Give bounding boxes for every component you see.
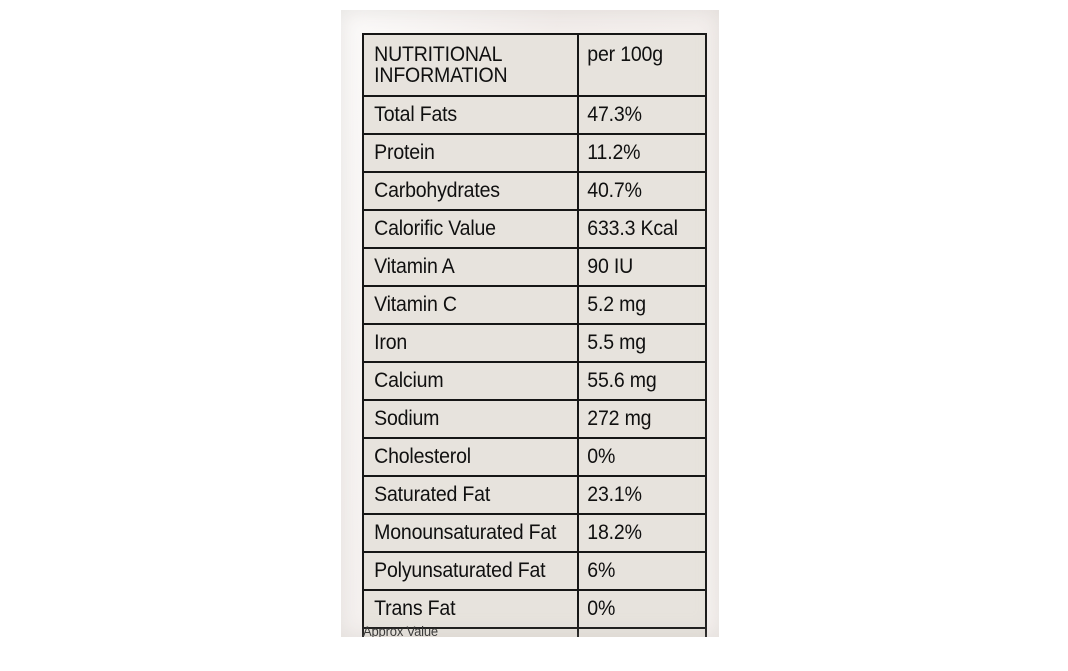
nutrient-name: Total Fats bbox=[362, 95, 564, 135]
nutrient-value: 23.1% bbox=[577, 475, 698, 515]
nutrient-name: Carbohydrates bbox=[362, 171, 564, 211]
nutrient-name: Calcium bbox=[362, 361, 564, 401]
nutrient-name: Saturated Fat bbox=[362, 475, 564, 515]
nutrient-name: Protein bbox=[362, 133, 564, 173]
table-row: Iron 5.5 mg bbox=[362, 323, 706, 363]
table-row: Calorific Value 633.3 Kcal bbox=[362, 209, 706, 249]
table-title-cell: NUTRITIONAL INFORMATION bbox=[362, 33, 564, 97]
nutrient-value: 0% bbox=[577, 437, 698, 477]
nutrient-name: Calorific Value bbox=[362, 209, 564, 249]
table-row: Vitamin A 90 IU bbox=[362, 247, 706, 287]
nutrient-name: Monounsaturated Fat bbox=[362, 513, 564, 553]
nutrition-label-paper: NUTRITIONAL INFORMATION per 100g Total F… bbox=[341, 10, 719, 637]
table-row: Total Fats 47.3% bbox=[362, 95, 706, 135]
table-row: Carbohydrates 40.7% bbox=[362, 171, 706, 211]
value-column-header-cell: per 100g bbox=[577, 33, 698, 97]
table-body: NUTRITIONAL INFORMATION per 100g Total F… bbox=[362, 33, 706, 637]
table-row: Trans Fat 0% bbox=[362, 589, 706, 629]
nutrient-value: 5.5 mg bbox=[577, 323, 698, 363]
table-title-line-2: INFORMATION bbox=[374, 64, 508, 87]
table-row: Sugar as Sucrose 10.9% bbox=[362, 627, 706, 637]
table-row: Cholesterol 0% bbox=[362, 437, 706, 477]
nutrient-name: Sodium bbox=[362, 399, 564, 439]
nutrient-value: 10.9% bbox=[577, 627, 698, 637]
nutrient-name: Trans Fat bbox=[362, 589, 564, 629]
nutrient-name: Cholesterol bbox=[362, 437, 564, 477]
table-row: Vitamin C 5.2 mg bbox=[362, 285, 706, 325]
nutrient-name: Sugar as Sucrose bbox=[362, 627, 564, 637]
nutrient-value: 11.2% bbox=[577, 133, 698, 173]
table-header-row: NUTRITIONAL INFORMATION per 100g bbox=[362, 33, 706, 97]
table-row: Sodium 272 mg bbox=[362, 399, 706, 439]
nutrient-value: 6% bbox=[577, 551, 698, 591]
nutrient-name: Vitamin C bbox=[362, 285, 564, 325]
nutrient-value: 47.3% bbox=[577, 95, 698, 135]
nutrient-value: 18.2% bbox=[577, 513, 698, 553]
nutrient-value: 0% bbox=[577, 589, 698, 629]
table-row: Monounsaturated Fat 18.2% bbox=[362, 513, 706, 553]
nutrient-value: 55.6 mg bbox=[577, 361, 698, 401]
nutrition-information-table: NUTRITIONAL INFORMATION per 100g Total F… bbox=[362, 33, 707, 637]
approx-value-footnote: Approx Value bbox=[363, 623, 438, 637]
nutrient-value: 272 mg bbox=[577, 399, 698, 439]
table-row: Saturated Fat 23.1% bbox=[362, 475, 706, 515]
table-title-line-1: NUTRITIONAL bbox=[374, 43, 503, 66]
nutrient-value: 90 IU bbox=[577, 247, 698, 287]
table-row: Protein 11.2% bbox=[362, 133, 706, 173]
nutrient-name: Polyunsaturated Fat bbox=[362, 551, 564, 591]
table-row: Polyunsaturated Fat 6% bbox=[362, 551, 706, 591]
nutrient-value: 5.2 mg bbox=[577, 285, 698, 325]
nutrient-value: 633.3 Kcal bbox=[577, 209, 698, 249]
nutrient-name: Iron bbox=[362, 323, 564, 363]
table-row: Calcium 55.6 mg bbox=[362, 361, 706, 401]
nutrient-value: 40.7% bbox=[577, 171, 698, 211]
nutrient-name: Vitamin A bbox=[362, 247, 564, 287]
